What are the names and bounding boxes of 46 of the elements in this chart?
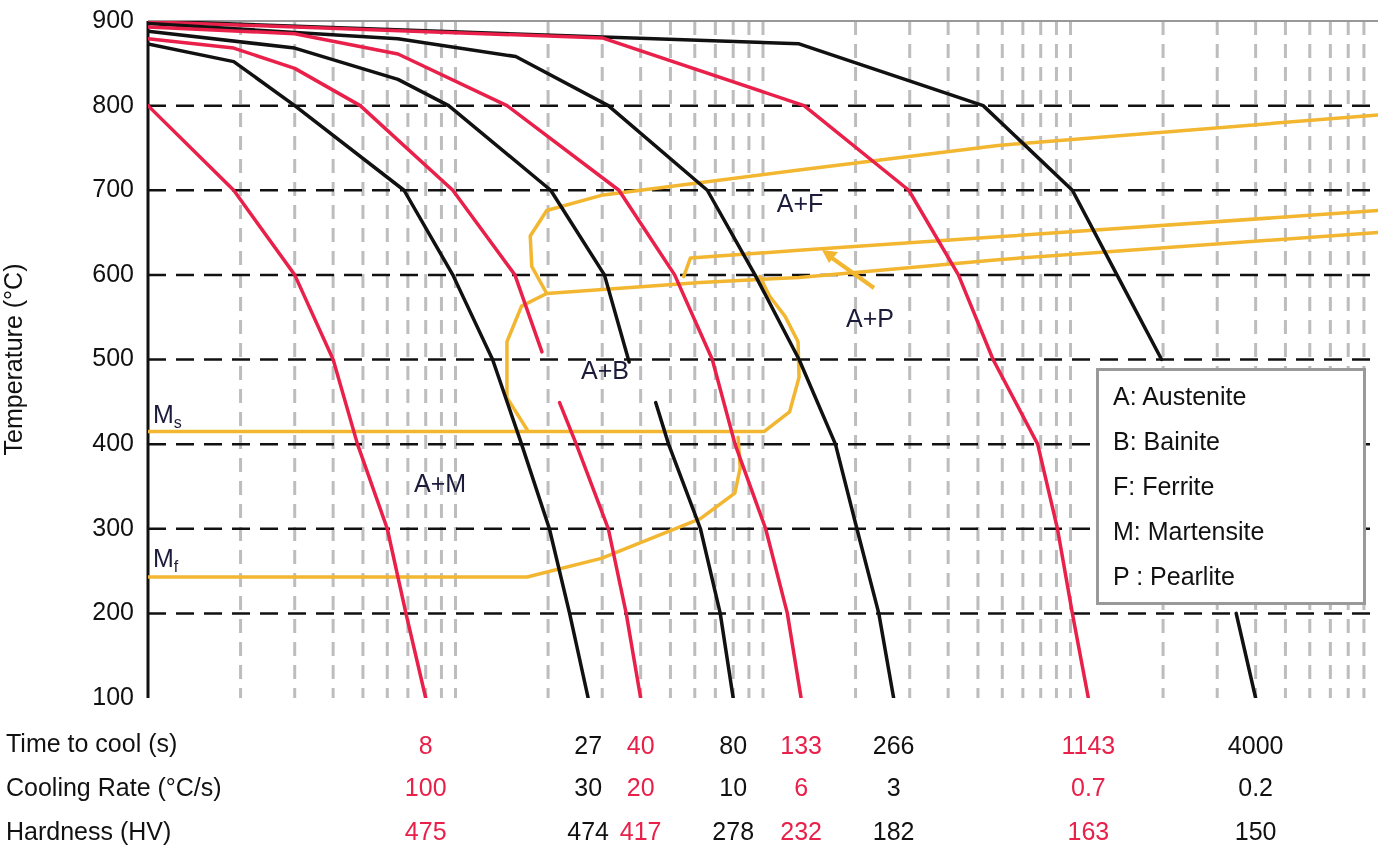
text: 474 <box>567 816 610 845</box>
annotation: F: Ferrite <box>1113 471 1216 502</box>
y-axis-title: Temperature (°C) <box>0 263 27 456</box>
text: 100 <box>404 772 447 801</box>
text: 475 <box>404 816 447 845</box>
x-tick-label: 8 <box>418 730 433 759</box>
x-axis-title: Time to cool (s) <box>6 728 178 757</box>
x-tick-label: 266 <box>872 730 915 759</box>
text: 163 <box>1067 816 1110 845</box>
annotation: A+F <box>776 188 824 217</box>
x-tick-label: 1143 <box>1061 730 1116 759</box>
text: 30 <box>574 772 603 801</box>
y-tick-label: 900 <box>92 4 134 33</box>
text: 0.2 <box>1238 772 1274 801</box>
text: Cooling Rate (°C/s) <box>6 772 222 801</box>
y-tick-label: 100 <box>92 681 134 710</box>
y-tick-label: 700 <box>92 174 134 203</box>
text: 417 <box>619 816 662 845</box>
x-tick-label: 27 <box>574 730 603 759</box>
annotation: A+P <box>846 303 894 332</box>
y-tick-label: 500 <box>92 343 134 372</box>
annotation: M: Martensite <box>1113 516 1266 547</box>
y-tick-label: 800 <box>92 89 134 118</box>
text: 20 <box>626 772 655 801</box>
text: Hardness (HV) <box>6 816 172 845</box>
text: 0.7 <box>1070 772 1106 801</box>
x-tick-label: 133 <box>780 730 822 759</box>
annotation: P : Pearlite <box>1113 561 1236 592</box>
y-tick-label: 600 <box>92 258 134 287</box>
annotation: B: Bainite <box>1113 426 1221 457</box>
text: 3 <box>886 772 901 801</box>
y-tick-label: 200 <box>92 597 134 626</box>
text: 10 <box>719 772 748 801</box>
text: 182 <box>872 816 915 845</box>
annotation: A+B <box>581 355 629 384</box>
x-tick-label: 4000 <box>1227 730 1284 759</box>
y-tick-label: 300 <box>92 512 134 541</box>
annotation: A+M <box>413 468 467 497</box>
y-tick-label: 400 <box>92 428 134 457</box>
text: 278 <box>712 816 755 845</box>
x-tick-label: 80 <box>719 730 748 759</box>
text: 6 <box>794 772 809 801</box>
x-tick-label: 40 <box>626 730 655 759</box>
text: 150 <box>1234 816 1277 845</box>
text: 232 <box>780 816 822 845</box>
annotation: A: Austenite <box>1113 381 1248 412</box>
